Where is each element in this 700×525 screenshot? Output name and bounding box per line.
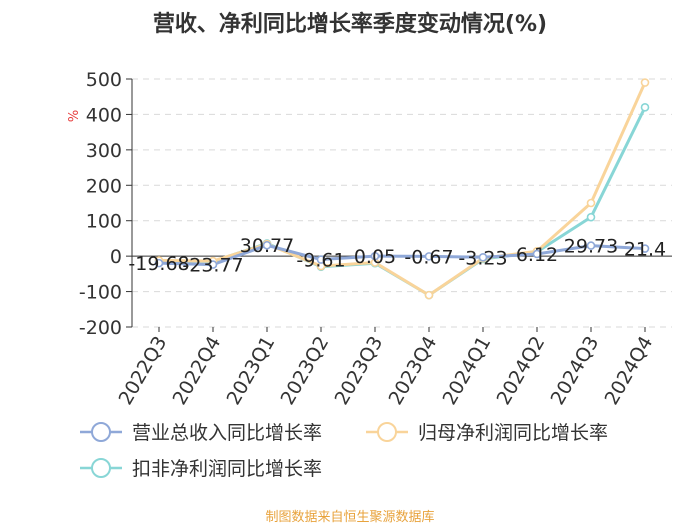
data-label: -19.68 bbox=[128, 253, 189, 275]
data-point bbox=[532, 249, 542, 259]
legend-marker bbox=[377, 422, 397, 442]
data-point bbox=[424, 290, 434, 300]
legend-marker bbox=[91, 458, 111, 478]
legend-marker bbox=[91, 422, 111, 442]
x-tick-label: 2022Q3 bbox=[115, 333, 172, 409]
series-lines bbox=[158, 81, 647, 297]
y-tick-label: 300 bbox=[86, 140, 122, 162]
series-line bbox=[158, 81, 647, 297]
data-source-note: 制图数据来自恒生聚源数据库 bbox=[265, 510, 435, 525]
y-tick-label: -100 bbox=[79, 282, 122, 304]
y-axis-label: % bbox=[67, 110, 82, 122]
y-tick-label: 0 bbox=[110, 246, 122, 268]
data-point bbox=[640, 103, 650, 112]
y-tick-label: 200 bbox=[86, 175, 122, 197]
data-point bbox=[586, 241, 596, 250]
gridlines bbox=[132, 78, 672, 328]
data-label: -9.61 bbox=[296, 250, 345, 272]
data-point bbox=[316, 255, 326, 264]
series-line bbox=[158, 243, 646, 267]
data-point bbox=[154, 258, 164, 268]
data-label: 6.12 bbox=[516, 244, 558, 266]
data-point bbox=[262, 240, 272, 250]
x-tick-label: 2022Q4 bbox=[169, 333, 226, 409]
chart-title: 营收、净利同比增长率季度变动情况(%) bbox=[152, 12, 548, 37]
data-label: -3.23 bbox=[458, 247, 507, 269]
y-tick-label: 100 bbox=[86, 211, 122, 233]
y-tick-label: -200 bbox=[79, 317, 122, 339]
data-point bbox=[586, 198, 596, 208]
y-tick-label: 500 bbox=[86, 69, 122, 91]
legend-label: 营业总收入同比增长率 bbox=[132, 422, 322, 444]
data-label: 30.77 bbox=[240, 235, 294, 257]
data-point bbox=[586, 212, 596, 222]
x-tick-label: 2023Q3 bbox=[331, 333, 388, 409]
legend-label: 归母净利润同比增长率 bbox=[418, 422, 608, 444]
x-tick-label: 2023Q4 bbox=[385, 333, 442, 409]
x-tick-label: 2024Q1 bbox=[439, 333, 496, 409]
x-tick-label: 2023Q1 bbox=[223, 333, 280, 409]
data-point bbox=[424, 252, 434, 261]
data-point bbox=[640, 78, 650, 87]
data-label: -23.77 bbox=[182, 255, 243, 277]
data-label: 29.73 bbox=[564, 236, 618, 258]
legend-label: 扣非净利润同比增长率 bbox=[132, 458, 322, 480]
x-tick-label: 2024Q2 bbox=[493, 333, 550, 409]
data-label: 0.05 bbox=[354, 246, 396, 268]
data-point bbox=[370, 251, 380, 261]
x-tick-label: 2023Q2 bbox=[277, 333, 334, 409]
x-tick-label: 2024Q3 bbox=[547, 333, 604, 409]
data-point bbox=[478, 252, 488, 262]
data-label: -0.67 bbox=[404, 246, 453, 268]
y-tick-label: 400 bbox=[86, 104, 122, 126]
x-tick-label: 2024Q4 bbox=[601, 333, 658, 409]
data-point bbox=[208, 260, 218, 269]
data-label: 21.4 bbox=[624, 239, 666, 261]
data-point bbox=[640, 244, 650, 253]
data-points bbox=[154, 78, 650, 300]
